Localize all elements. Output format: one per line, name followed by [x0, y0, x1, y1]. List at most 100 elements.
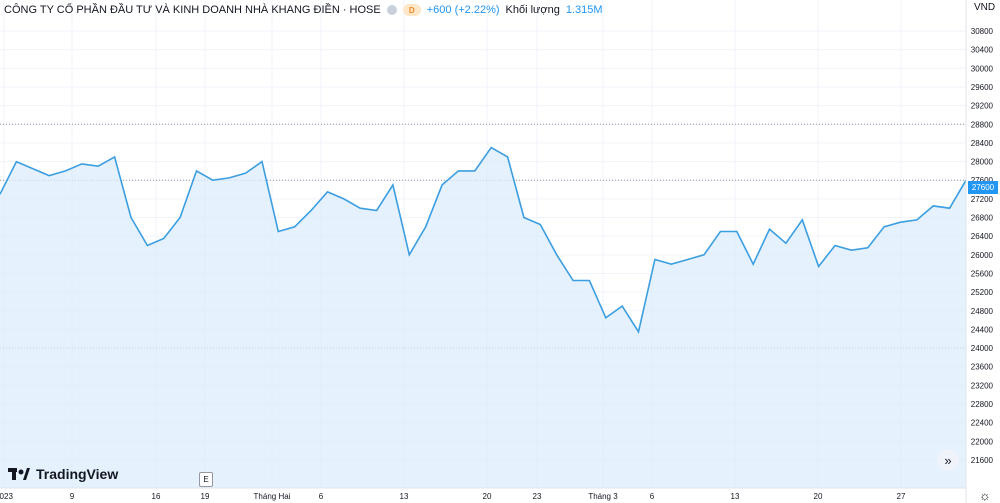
data-point: [867, 247, 869, 249]
data-point: [457, 170, 459, 172]
y-tick-label: 29600: [971, 83, 994, 92]
data-point: [900, 221, 902, 223]
data-point: [670, 263, 672, 265]
data-point: [654, 258, 656, 260]
data-point: [949, 207, 951, 209]
data-point: [916, 219, 918, 221]
data-point: [769, 228, 771, 230]
market-status-icon: [386, 5, 397, 15]
data-point: [32, 168, 34, 170]
data-point: [752, 263, 754, 265]
currency-label[interactable]: VND: [974, 2, 996, 13]
x-tick-label: 19: [201, 492, 210, 501]
y-tick-label: 27600: [971, 176, 994, 185]
data-point: [556, 254, 558, 256]
data-point: [932, 205, 934, 207]
data-point: [359, 207, 361, 209]
y-tick-label: 24000: [971, 344, 994, 353]
y-tick-label: 23200: [971, 381, 994, 390]
data-point: [195, 170, 197, 172]
x-tick-label: 20: [483, 492, 492, 501]
data-point: [588, 279, 590, 281]
data-point: [97, 165, 99, 167]
x-tick-label: 9: [70, 492, 75, 501]
data-point: [146, 245, 148, 247]
y-tick-label: 25600: [971, 269, 994, 278]
data-point: [638, 331, 640, 333]
y-tick-label: 24800: [971, 307, 994, 316]
data-point: [850, 249, 852, 251]
data-point: [474, 170, 476, 172]
data-point: [605, 317, 607, 319]
data-point: [441, 184, 443, 186]
data-point: [277, 231, 279, 233]
data-point: [539, 224, 541, 226]
y-tick-label: 29200: [971, 102, 994, 111]
x-tick-label: 6: [319, 492, 324, 501]
data-point: [408, 254, 410, 256]
data-point: [130, 217, 132, 219]
volume-label: Khối lượng: [505, 4, 560, 16]
x-tick-label: 6: [650, 492, 655, 501]
price-change: +600 (+2.22%): [426, 4, 500, 16]
data-point: [376, 210, 378, 212]
data-point: [834, 245, 836, 247]
data-point: [523, 217, 525, 219]
x-tick-label: 20: [814, 492, 823, 501]
y-tick-label: 22400: [971, 419, 994, 428]
data-point: [572, 279, 574, 281]
y-tick-label: 27200: [971, 195, 994, 204]
data-point: [621, 305, 623, 307]
data-point: [212, 179, 214, 181]
data-point: [245, 172, 247, 174]
data-point: [703, 254, 705, 256]
double-chevron-right-icon: »: [944, 452, 952, 468]
interval-badge[interactable]: D: [402, 4, 421, 16]
y-tick-label: 28400: [971, 139, 994, 148]
data-point: [392, 184, 394, 186]
data-point: [310, 210, 312, 212]
last-price-tag: 27600: [968, 181, 998, 194]
data-point: [818, 265, 820, 267]
data-point: [343, 198, 345, 200]
x-tick-label: 13: [400, 492, 409, 501]
data-point: [48, 175, 50, 177]
data-point: [719, 231, 721, 233]
data-point: [228, 177, 230, 179]
x-tick-label: Tháng 3: [588, 492, 618, 501]
events-button[interactable]: E: [199, 472, 213, 487]
y-tick-label: 26800: [971, 214, 994, 223]
y-tick-label: 30000: [971, 64, 994, 73]
tradingview-logo-icon: [8, 468, 30, 480]
data-point: [687, 258, 689, 260]
scroll-to-realtime-button[interactable]: »: [937, 449, 959, 471]
data-point: [114, 156, 116, 158]
y-tick-label: 22000: [971, 437, 994, 446]
settings-gear-icon[interactable]: ☼: [979, 488, 991, 503]
x-tick-label: 13: [731, 492, 740, 501]
symbol-title: CÔNG TY CỔ PHẦN ĐẦU TƯ VÀ KINH DOANH NHÀ…: [4, 4, 381, 16]
y-tick-label: 24400: [971, 325, 994, 334]
data-point: [163, 238, 165, 240]
price-area: [0, 147, 966, 488]
tradingview-logo[interactable]: TradingView: [8, 466, 118, 482]
chart-legend: CÔNG TY CỔ PHẦN ĐẦU TƯ VÀ KINH DOANH NHÀ…: [4, 2, 603, 18]
data-point: [425, 226, 427, 228]
data-point: [179, 217, 181, 219]
x-tick-label: 16: [152, 492, 161, 501]
y-tick-label: 28800: [971, 120, 994, 129]
data-point: [261, 161, 263, 163]
y-tick-label: 30400: [971, 46, 994, 55]
data-point: [294, 226, 296, 228]
data-point: [785, 242, 787, 244]
y-tick-label: 30800: [971, 27, 994, 36]
data-point: [801, 219, 803, 221]
y-tick-label: 21600: [971, 456, 994, 465]
y-tick-label: 22800: [971, 400, 994, 409]
data-point: [736, 231, 738, 233]
tradingview-logo-text: TradingView: [36, 466, 119, 482]
data-point: [490, 147, 492, 149]
volume-value: 1.315M: [565, 4, 603, 16]
